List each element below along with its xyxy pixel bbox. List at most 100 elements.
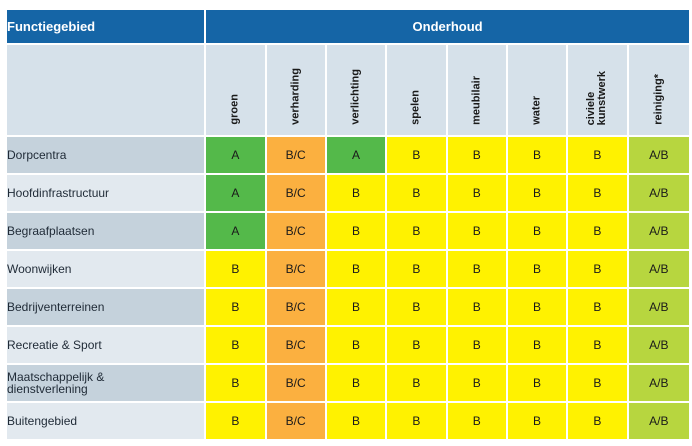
- column-header: water: [507, 45, 567, 135]
- table-row: Begraafplaatsen A B/C B B B B B A/B: [7, 213, 689, 249]
- rating-cell: A/B: [628, 403, 689, 439]
- rating-cell: A/B: [628, 175, 689, 211]
- rating-cell: B: [206, 403, 265, 439]
- rating-cell: B: [326, 251, 386, 287]
- rating-cell: A: [206, 213, 265, 249]
- row-label: Buitengebied: [7, 403, 205, 439]
- rating-cell: B: [326, 327, 386, 363]
- rating-cell: B: [206, 327, 265, 363]
- rating-cell: B/C: [266, 213, 325, 249]
- column-label: verharding: [289, 68, 302, 125]
- rating-cell: B: [507, 175, 567, 211]
- rating-cell: B: [387, 365, 446, 401]
- rating-cell: B: [568, 251, 627, 287]
- rating-cell: B: [568, 137, 627, 173]
- rating-cell: B: [447, 213, 506, 249]
- rating-cell: B: [387, 327, 446, 363]
- rating-cell: B: [387, 137, 446, 173]
- rating-cell: B: [387, 403, 446, 439]
- rating-cell: B: [447, 365, 506, 401]
- rating-cell: B: [507, 213, 567, 249]
- rating-cell: A/B: [628, 213, 689, 249]
- rating-cell: B: [568, 327, 627, 363]
- rating-cell: A/B: [628, 365, 689, 401]
- table-row: Dorpcentra A B/C A B B B B A/B: [7, 137, 689, 173]
- table-row: Recreatie & Sport B B/C B B B B B A/B: [7, 327, 689, 363]
- rating-cell: B: [507, 365, 567, 401]
- rating-cell: B/C: [266, 403, 325, 439]
- rating-cell: A/B: [628, 251, 689, 287]
- rating-cell: B: [447, 251, 506, 287]
- column-header: civiele kunstwerk: [568, 45, 627, 135]
- rating-cell: B/C: [266, 251, 325, 287]
- header-functiegebied: Functiegebied: [7, 10, 205, 43]
- rating-cell: B: [206, 289, 265, 325]
- row-label: Maatschappelijk & dienstverlening: [7, 365, 205, 401]
- rating-cell: A/B: [628, 137, 689, 173]
- rating-cell: B/C: [266, 289, 325, 325]
- rating-cell: B: [326, 213, 386, 249]
- row-label: Bedrijventerreinen: [7, 289, 205, 325]
- rating-cell: B: [507, 137, 567, 173]
- maintenance-table: Functiegebied Onderhoud groen verharding…: [5, 8, 691, 441]
- rating-cell: B: [326, 175, 386, 211]
- row-label: Hoofdinfrastructuur: [7, 175, 205, 211]
- rating-cell: B/C: [266, 175, 325, 211]
- rating-cell: B: [206, 251, 265, 287]
- rating-cell: A/B: [628, 289, 689, 325]
- rating-cell: B: [568, 289, 627, 325]
- column-label: meubilair: [470, 76, 483, 125]
- row-label: Recreatie & Sport: [7, 327, 205, 363]
- rating-cell: B: [326, 365, 386, 401]
- rating-cell: B: [447, 137, 506, 173]
- column-header: reiniging*: [628, 45, 689, 135]
- table-row: Maatschappelijk & dienstverlening B B/C B B B…: [7, 365, 689, 401]
- rating-cell: B: [326, 403, 386, 439]
- column-label: verlichting: [349, 69, 362, 125]
- row-label: Woonwijken: [7, 251, 205, 287]
- rating-cell: B: [447, 175, 506, 211]
- rating-cell: B: [387, 213, 446, 249]
- rating-cell: B: [447, 289, 506, 325]
- table-row: Woonwijken B B/C B B B B B A/B: [7, 251, 689, 287]
- table-row: Hoofdinfrastructuur A B/C B B B B B A/B: [7, 175, 689, 211]
- column-header: spelen: [387, 45, 446, 135]
- row-label: Begraafplaatsen: [7, 213, 205, 249]
- rating-cell: B: [568, 365, 627, 401]
- rating-cell: B/C: [266, 137, 325, 173]
- column-label: spelen: [409, 90, 422, 125]
- rating-cell: B: [387, 251, 446, 287]
- rating-cell: B: [447, 327, 506, 363]
- column-header: verlichting: [326, 45, 386, 135]
- rating-cell: B: [447, 403, 506, 439]
- column-label: civiele kunstwerk: [585, 70, 609, 125]
- column-label: groen: [228, 94, 241, 125]
- column-label: water: [530, 96, 543, 125]
- rating-cell: A/B: [628, 327, 689, 363]
- rating-cell: B: [568, 213, 627, 249]
- row-label: Dorpcentra: [7, 137, 205, 173]
- rating-cell: B/C: [266, 365, 325, 401]
- table-row: Buitengebied B B/C B B B B B A/B: [7, 403, 689, 439]
- rating-cell: A: [206, 137, 265, 173]
- header-onderhoud: Onderhoud: [206, 10, 689, 43]
- rating-cell: A: [206, 175, 265, 211]
- rating-cell: B: [507, 327, 567, 363]
- table-body: Dorpcentra A B/C A B B B B A/B Hoofdinfrastructuu…: [7, 137, 689, 439]
- rating-cell: B: [507, 289, 567, 325]
- rating-cell: B: [568, 175, 627, 211]
- rating-cell: B: [568, 403, 627, 439]
- column-label: reiniging*: [652, 74, 665, 125]
- column-header: verharding: [266, 45, 325, 135]
- column-header: groen: [206, 45, 265, 135]
- header-blank: [7, 45, 205, 135]
- table-row: Bedrijventerreinen B B/C B B B B B A/B: [7, 289, 689, 325]
- rating-cell: B: [387, 289, 446, 325]
- rating-cell: B: [387, 175, 446, 211]
- column-header: meubilair: [447, 45, 506, 135]
- rating-cell: A: [326, 137, 386, 173]
- rating-cell: B: [507, 251, 567, 287]
- rating-cell: B: [326, 289, 386, 325]
- rating-cell: B/C: [266, 327, 325, 363]
